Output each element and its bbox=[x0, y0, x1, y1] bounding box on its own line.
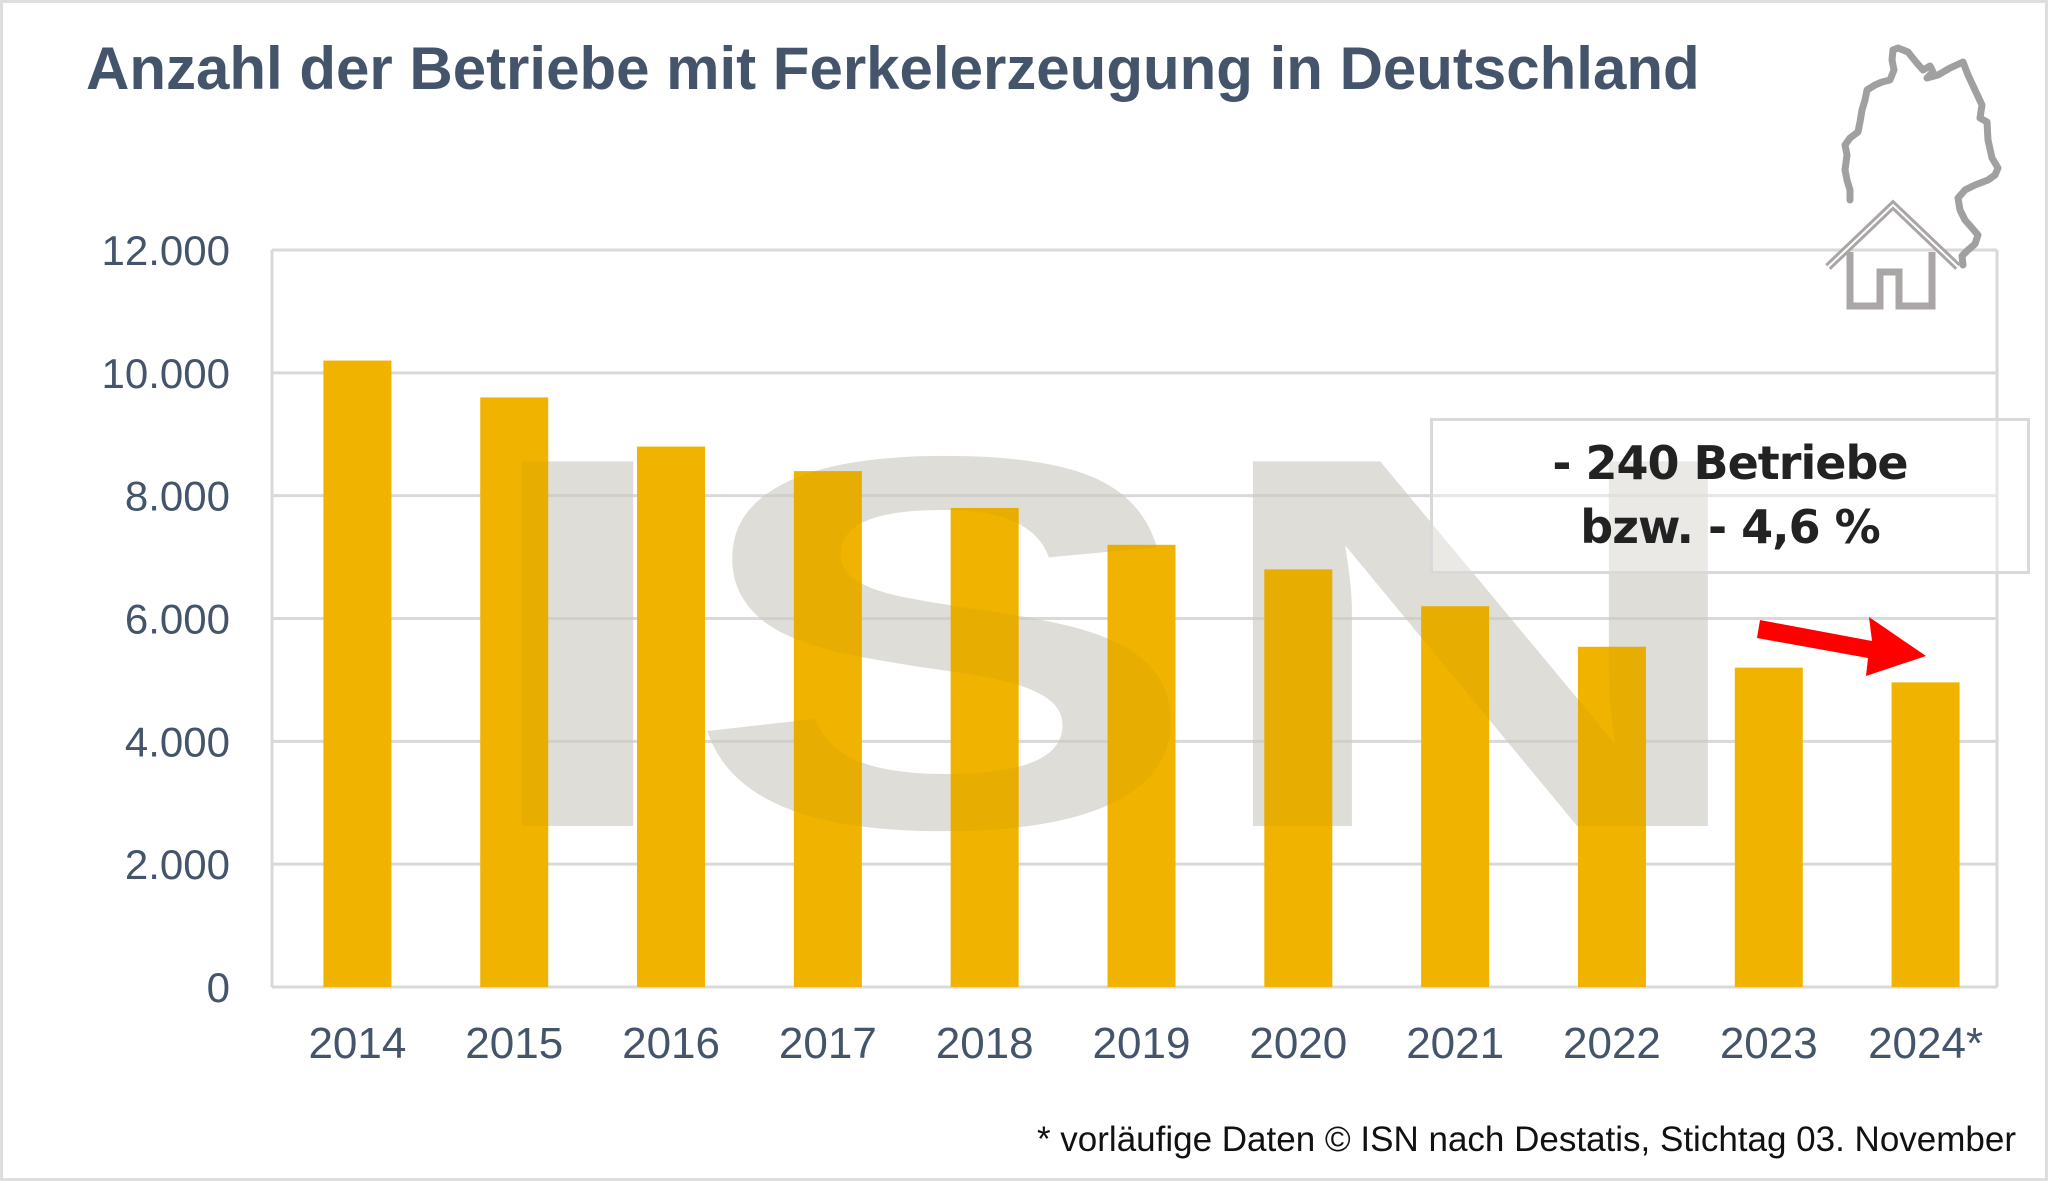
bar-2022 bbox=[1577, 646, 1646, 987]
x-tick-label: 2017 bbox=[779, 1019, 877, 1068]
x-tick-label: 2023 bbox=[1720, 1019, 1818, 1068]
bar-2018 bbox=[950, 507, 1019, 987]
chart-title: Anzahl der Betriebe mit Ferkelerzeugung … bbox=[86, 35, 1700, 102]
bar-2016 bbox=[637, 446, 706, 987]
x-tick-label: 2020 bbox=[1249, 1019, 1347, 1068]
x-tick-label: 2019 bbox=[1093, 1019, 1191, 1068]
x-tick-label: 2016 bbox=[622, 1019, 720, 1068]
bar-2015 bbox=[480, 397, 549, 987]
bar-2023 bbox=[1734, 667, 1803, 987]
callout-line-2: bzw. - 4,6 % bbox=[1580, 500, 1880, 554]
source-note: * vorläufige Daten © ISN nach Destatis, … bbox=[1036, 1120, 2016, 1159]
x-tick-label: 2014 bbox=[308, 1019, 406, 1068]
x-tick-label: 2022 bbox=[1563, 1019, 1661, 1068]
bar-2014 bbox=[323, 360, 392, 987]
x-axis: 2014 2015 2016 2017 2018 2019 2020 2021 2022 2023… bbox=[308, 1019, 1983, 1068]
y-tick-label: 12.000 bbox=[102, 227, 230, 274]
bar-2017 bbox=[793, 471, 862, 988]
x-tick-label: 2018 bbox=[936, 1019, 1034, 1068]
change-callout: - 240 Betriebe bzw. - 4,6 % bbox=[1430, 418, 2030, 574]
germany-map-icon bbox=[1889, 44, 2002, 269]
y-tick-label: 6.000 bbox=[125, 596, 230, 643]
bar-2021 bbox=[1421, 606, 1490, 987]
trend-arrow bbox=[1757, 617, 1926, 676]
y-axis: 0 2.000 4.000 6.000 8.000 10.000 12.000 bbox=[102, 227, 230, 1011]
house-icon bbox=[1825, 199, 1961, 310]
watermark-overlay: ISN bbox=[470, 347, 1760, 939]
y-tick-label: 2.000 bbox=[125, 841, 230, 888]
x-tick-label: 2021 bbox=[1406, 1019, 1504, 1068]
watermark-text: ISN bbox=[470, 347, 1760, 939]
x-tick-label: 2024* bbox=[1868, 1019, 1983, 1068]
logo-icons bbox=[1820, 30, 2030, 320]
bars bbox=[323, 360, 1960, 988]
y-tick-label: 0 bbox=[207, 964, 230, 1011]
red-arrow-icon bbox=[1757, 617, 1926, 676]
callout-line-1: - 240 Betriebe bbox=[1552, 436, 1908, 490]
y-tick-label: 10.000 bbox=[102, 350, 230, 397]
x-tick-label: 2015 bbox=[465, 1019, 563, 1068]
y-tick-label: 4.000 bbox=[125, 718, 230, 765]
y-tick-label: 8.000 bbox=[125, 473, 230, 520]
bar-2024 bbox=[1891, 682, 1960, 987]
bar-2019 bbox=[1107, 544, 1176, 987]
bar-2020 bbox=[1264, 569, 1333, 987]
germany-map-icon-west bbox=[1841, 46, 1898, 204]
